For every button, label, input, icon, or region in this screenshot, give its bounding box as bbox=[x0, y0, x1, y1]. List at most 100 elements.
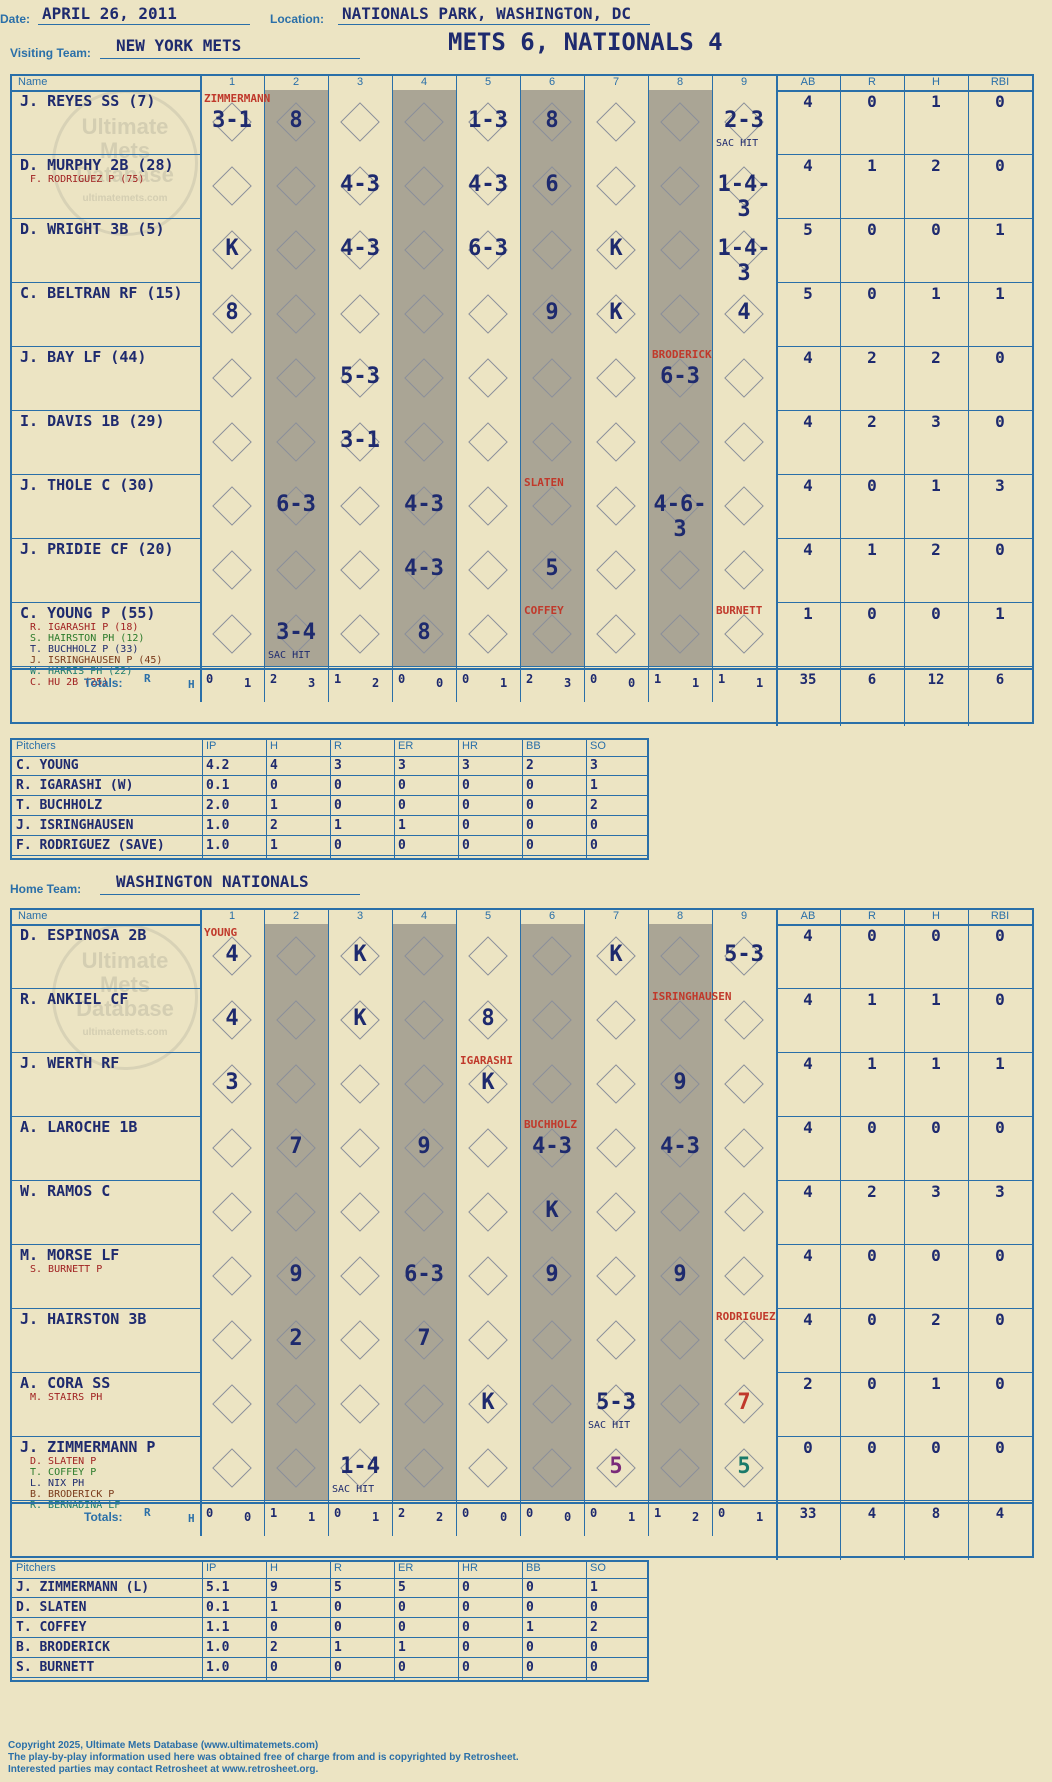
play-cell bbox=[520, 474, 584, 538]
base-diamond-icon bbox=[404, 422, 444, 462]
play-result: 1-4 bbox=[340, 1454, 380, 1479]
base-diamond-icon bbox=[596, 1320, 636, 1360]
pitcher-name: S. BURNETT bbox=[16, 1660, 95, 1675]
pitchers-header: Pitchers bbox=[16, 740, 56, 752]
total-rbi: 4 bbox=[995, 1506, 1005, 1522]
base-diamond-icon bbox=[404, 1448, 444, 1488]
play-cell: K bbox=[584, 218, 648, 282]
game-date: APRIL 26, 2011 bbox=[42, 4, 177, 23]
base-diamond-icon bbox=[276, 1192, 316, 1232]
batter-stat-h: 1 bbox=[931, 476, 941, 495]
play-cell bbox=[392, 410, 456, 474]
pitcher-row: S. BURNETT 1.0 0 0 0 0 0 0 bbox=[12, 1658, 647, 1678]
pitcher-row: C. YOUNG 4.2 4 3 3 3 2 3 bbox=[12, 756, 647, 776]
stat-column-rule bbox=[904, 76, 905, 726]
pitcher-col-bb: BB bbox=[526, 1562, 541, 1574]
pitching-change-note: COFFEY bbox=[524, 604, 564, 617]
inning-column-rule bbox=[456, 910, 457, 1536]
totals-cell-rule bbox=[200, 1504, 201, 1528]
batter-stat-h: 0 bbox=[931, 1118, 941, 1137]
play-cell bbox=[264, 1052, 328, 1116]
inning-column-rule bbox=[520, 910, 521, 1536]
play-result: 4 bbox=[737, 300, 751, 325]
play-cell: 9 bbox=[520, 282, 584, 346]
inning-runs: 0 bbox=[206, 1506, 214, 1520]
batter-stat-h: 0 bbox=[931, 1246, 941, 1265]
base-diamond-icon bbox=[404, 230, 444, 270]
batter-stat-ab: 4 bbox=[803, 476, 813, 495]
pitching-change-note: ZIMMERMANN bbox=[204, 92, 271, 105]
play-cell: 6-3 bbox=[392, 1244, 456, 1308]
batter-stat-ab: 1 bbox=[803, 604, 813, 623]
inning-hits: 0 bbox=[564, 1510, 572, 1524]
play-cell bbox=[328, 1372, 392, 1436]
base-diamond-icon bbox=[596, 422, 636, 462]
play-result: 4-3 bbox=[340, 236, 380, 261]
play-cell bbox=[648, 154, 712, 218]
play-cell bbox=[584, 1052, 648, 1116]
play-cell: 3-1 bbox=[328, 410, 392, 474]
pitcher-stat: 5 bbox=[398, 1580, 406, 1595]
pitcher-row: R. IGARASHI (W) 0.1 0 0 0 0 0 1 bbox=[12, 776, 647, 796]
play-cell bbox=[200, 410, 264, 474]
pitcher-stat: 0 bbox=[526, 1600, 534, 1615]
play-cell bbox=[648, 924, 712, 988]
pitcher-stat: 4 bbox=[270, 758, 278, 773]
play-cell bbox=[520, 1436, 584, 1500]
base-diamond-icon bbox=[660, 166, 700, 206]
play-cell bbox=[520, 1308, 584, 1372]
pitcher-col-bb: BB bbox=[526, 740, 541, 752]
base-diamond-icon bbox=[532, 486, 572, 526]
inning-hits: 1 bbox=[628, 1510, 636, 1524]
play-cell bbox=[520, 1372, 584, 1436]
batter-name: J. WERTH RF bbox=[20, 1054, 120, 1072]
play-cell: 9 bbox=[520, 1244, 584, 1308]
batter-stat-rbi: 0 bbox=[995, 92, 1005, 111]
pitcher-stat: 1 bbox=[398, 818, 406, 833]
totals-r-key: R bbox=[144, 672, 151, 685]
pitcher-stat: 3 bbox=[398, 758, 406, 773]
batter-stat-ab: 4 bbox=[803, 92, 813, 111]
inning-column-rule bbox=[328, 76, 329, 702]
pitcher-stat: 0 bbox=[462, 798, 470, 813]
base-diamond-icon bbox=[532, 936, 572, 976]
batter-stat-h: 1 bbox=[931, 92, 941, 111]
pitcher-stat: 1 bbox=[526, 1620, 534, 1635]
pitcher-stat: 0 bbox=[526, 818, 534, 833]
pitcher-row: D. SLATEN 0.1 1 0 0 0 0 0 bbox=[12, 1598, 647, 1618]
play-cell: 8 bbox=[264, 90, 328, 154]
visitors-scoresheet: Ultimate Mets Database ultimatemets.com Name… bbox=[10, 74, 1034, 726]
play-result: K bbox=[481, 1390, 495, 1415]
base-diamond-icon bbox=[468, 294, 508, 334]
stat-column-rule bbox=[904, 910, 905, 1560]
batter-stat-h: 0 bbox=[931, 1438, 941, 1457]
batter-stat-h: 0 bbox=[931, 220, 941, 239]
play-cell bbox=[648, 1308, 712, 1372]
batter-stat-r: 0 bbox=[867, 284, 877, 303]
play-cell: 7 bbox=[264, 1116, 328, 1180]
base-diamond-icon bbox=[596, 1128, 636, 1168]
batter-name: D. ESPINOSA 2B bbox=[20, 926, 147, 944]
stat-header-r: R bbox=[868, 910, 876, 922]
play-cell bbox=[200, 1308, 264, 1372]
batter-stat-r: 0 bbox=[867, 926, 877, 945]
play-cell bbox=[456, 602, 520, 666]
base-diamond-icon bbox=[596, 102, 636, 142]
batter-stat-h: 0 bbox=[931, 926, 941, 945]
pitcher-stat: 3 bbox=[334, 758, 342, 773]
batter-name: M. MORSE LF bbox=[20, 1246, 120, 1264]
play-cell: 3-1 bbox=[200, 90, 264, 154]
batter-stat-ab: 4 bbox=[803, 1054, 813, 1073]
play-cell bbox=[392, 154, 456, 218]
base-diamond-icon bbox=[724, 486, 764, 526]
base-diamond-icon bbox=[532, 230, 572, 270]
play-cell bbox=[264, 988, 328, 1052]
inning-column-rule bbox=[328, 910, 329, 1536]
base-diamond-icon bbox=[404, 358, 444, 398]
batter-stat-r: 2 bbox=[867, 348, 877, 367]
stat-header-ab: AB bbox=[800, 76, 816, 88]
batter-name: A. LAROCHE 1B bbox=[20, 1118, 138, 1136]
inning-header-7: 7 bbox=[612, 76, 620, 88]
totals-cell-rule bbox=[200, 670, 201, 694]
base-diamond-icon bbox=[532, 1320, 572, 1360]
